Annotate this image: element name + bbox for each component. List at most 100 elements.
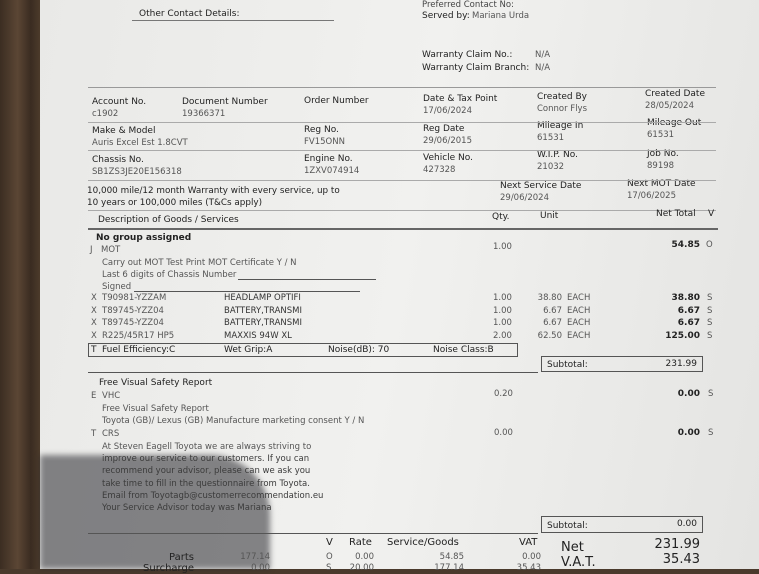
line-qty: 1.00 xyxy=(493,305,512,316)
summary-rate: 0.00 xyxy=(355,552,374,562)
line-net: 6.67 xyxy=(677,305,700,316)
tyre-noise: Noise(dB): 70 xyxy=(328,345,390,355)
line-net: 125.00 xyxy=(665,330,700,341)
tyre-wet-grip: Wet Grip:A xyxy=(224,345,273,355)
field-label: Date & Tax Point xyxy=(423,94,498,104)
part-number: T89745-YZZ04 xyxy=(102,318,164,328)
line-net: 0.00 xyxy=(677,428,700,438)
summary-vat: 35.43 xyxy=(516,563,541,573)
divider xyxy=(88,150,716,151)
field-value: SB1ZS3JE20E156318 xyxy=(92,167,182,177)
line-qty: 0.00 xyxy=(494,428,513,438)
field-value: Connor Flys xyxy=(537,104,588,114)
line-net: 38.80 xyxy=(671,293,700,303)
line-name: VHC xyxy=(102,391,121,401)
part-description: BATTERY,TRANSMI xyxy=(224,318,303,328)
subtotal-label: Subtotal: xyxy=(547,360,588,370)
line-code: X xyxy=(91,305,97,316)
summary-vat-code: S xyxy=(326,563,332,573)
other-contact-label: Other Contact Details: xyxy=(139,9,240,19)
line-name: CRS xyxy=(102,429,120,439)
summary-amount: 177.14 xyxy=(240,552,270,562)
field-label: Account No. xyxy=(92,97,147,107)
line-vat-code: S xyxy=(707,305,713,316)
line-qty: 2.00 xyxy=(493,330,512,341)
field-value: 28/05/2024 xyxy=(645,101,694,111)
field-label: Order Number xyxy=(304,96,369,106)
preferred-contact-label: Preferred Contact No: xyxy=(422,0,514,10)
field-value: 17/06/2024 xyxy=(423,106,472,116)
note: Last 6 digits of Chassis Number xyxy=(102,270,237,280)
field-label: Mileage In xyxy=(537,121,584,131)
vat-label: V.A.T. xyxy=(561,555,596,570)
unit-price: 38.80 xyxy=(537,293,562,303)
unit-price: 6.67 xyxy=(543,305,562,316)
tyre-fuel-efficiency: Fuel Efficiency:C xyxy=(102,345,176,355)
line-code: J xyxy=(90,245,93,255)
unit-price: 6.67 xyxy=(543,318,562,328)
line-qty: 1.00 xyxy=(493,242,512,252)
summary-service-goods: 54.85 xyxy=(439,552,464,562)
vat-value: 35.43 xyxy=(662,552,700,567)
field-value: 427328 xyxy=(423,165,456,175)
note: Carry out MOT Test Print MOT Certificate… xyxy=(102,258,297,268)
summary-col-service-goods: Service/Goods xyxy=(387,537,459,548)
line-net: 0.00 xyxy=(677,389,700,399)
part-number: T89745-YZZ04 xyxy=(102,305,164,316)
field-label: Created By xyxy=(537,92,587,102)
field-label: Next Service Date xyxy=(500,181,582,191)
summary-col-vat: VAT xyxy=(519,537,538,548)
field-label: Job No. xyxy=(647,149,679,159)
note: Your Service Advisor today was Mariana xyxy=(102,503,272,513)
tyre-label-box xyxy=(88,343,518,357)
field-label: Reg Date xyxy=(423,124,465,134)
field-value: 19366371 xyxy=(182,109,226,119)
field-value: Auris Excel Est 1.8CVT xyxy=(92,138,188,148)
subtotal-value: 0.00 xyxy=(676,519,697,529)
line-vat-code: S xyxy=(707,330,713,341)
divider xyxy=(88,533,538,534)
warranty-claim-branch-value: N/A xyxy=(535,63,551,73)
line-vat-code: S xyxy=(708,389,714,399)
line-code: E xyxy=(91,391,97,401)
field-value: 21032 xyxy=(537,162,565,172)
signature-line xyxy=(134,291,360,292)
divider xyxy=(88,180,716,181)
shadow xyxy=(40,455,270,569)
note: recommend your advisor, please can we as… xyxy=(102,466,311,477)
field-label: Document Number xyxy=(182,97,268,107)
unit-type: EACH xyxy=(567,330,591,341)
warranty-claim-no-value: N/A xyxy=(535,50,551,60)
field-label: Vehicle No. xyxy=(423,153,473,163)
field-value: 89198 xyxy=(647,161,675,171)
line-vat-code: S xyxy=(708,428,714,438)
unit-type: EACH xyxy=(567,305,591,316)
note: take time to fill in the questionnaire f… xyxy=(102,478,310,489)
summary-amount: 0.00 xyxy=(251,563,270,573)
unit-price: 62.50 xyxy=(537,330,562,341)
note: improve our service to our customers. If… xyxy=(102,454,310,465)
line-vat-code: S xyxy=(707,318,713,328)
field-label: Mileage Out xyxy=(647,118,702,128)
line-code: T xyxy=(91,429,97,439)
warranty-claim-branch-label: Warranty Claim Branch: xyxy=(422,63,530,73)
part-description: MAXXIS 94W XL xyxy=(224,330,292,341)
served-by-value: Mariana Urda xyxy=(472,11,530,21)
col-net-total: Net Total xyxy=(656,209,696,219)
line-net: 6.67 xyxy=(677,318,700,328)
line-qty: 1.00 xyxy=(493,293,512,303)
warranty-claim-no-label: Warranty Claim No.: xyxy=(422,50,513,60)
served-by-label: Served by: xyxy=(422,11,470,21)
field-label: Reg No. xyxy=(304,125,339,135)
group-title: No group assigned xyxy=(96,233,192,243)
divider xyxy=(88,122,716,123)
tyre-code: T xyxy=(91,345,97,355)
note: Email from Toyotagb@customerrecommendati… xyxy=(102,490,324,501)
divider xyxy=(132,20,334,21)
field-label: Make & Model xyxy=(92,126,156,136)
tyre-noise-class: Noise Class:B xyxy=(433,345,494,355)
subtotal-box xyxy=(541,516,703,533)
summary-rate: 20.00 xyxy=(349,563,374,573)
col-qty: Qty. xyxy=(492,212,510,222)
note: Free Visual Safety Report xyxy=(102,404,209,414)
